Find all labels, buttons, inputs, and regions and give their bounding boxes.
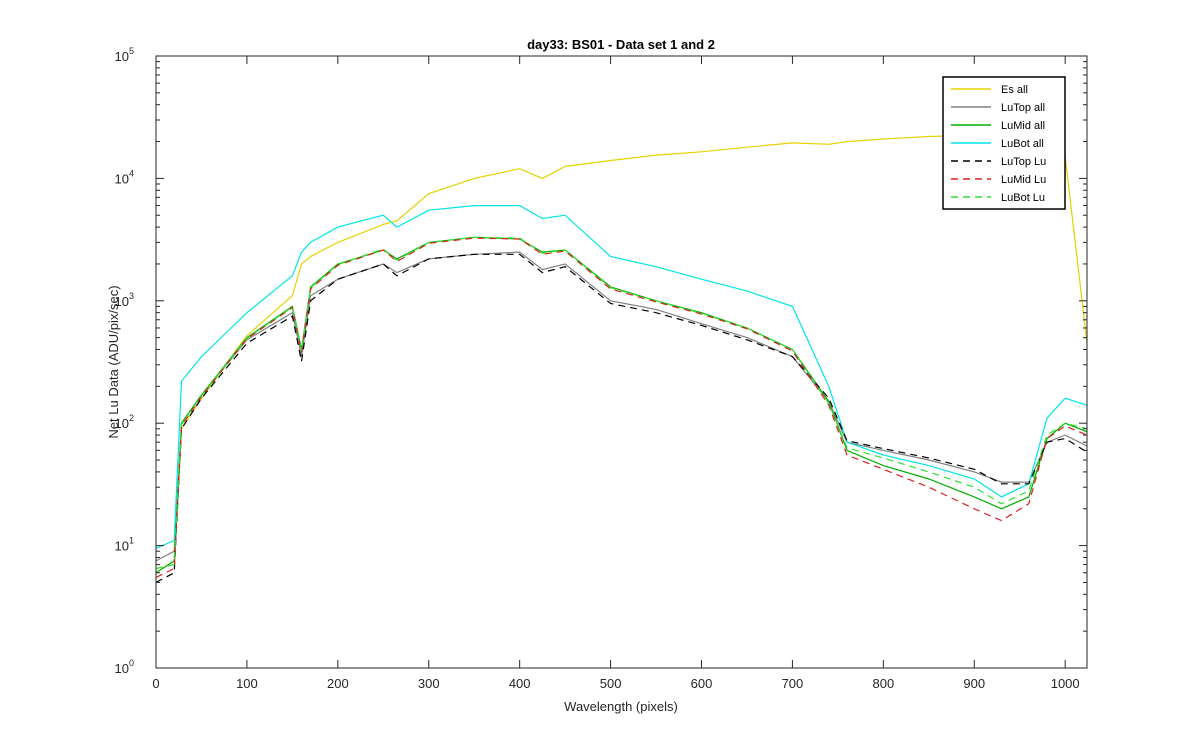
x-tick-label: 900 xyxy=(963,676,985,691)
y-tick-label: 103 xyxy=(115,291,134,309)
y-axis-ticks: 100 101 102 103 104 105 xyxy=(115,46,1087,676)
legend-label: Es all xyxy=(1001,84,1028,96)
y-tick-label: 102 xyxy=(115,413,134,431)
y-tick-label: 104 xyxy=(115,168,134,186)
y-tick-label: 105 xyxy=(115,46,134,64)
x-tick-label: 400 xyxy=(509,676,531,691)
legend-label: LuMid all xyxy=(1001,120,1045,132)
legend-label: LuTop Lu xyxy=(1001,156,1046,168)
legend-label: LuBot all xyxy=(1001,138,1044,150)
legend-label: LuMid Lu xyxy=(1001,174,1046,186)
series-line-lutop-lu xyxy=(156,253,1087,583)
series-line-lumid-lu xyxy=(156,237,1087,578)
x-axis-ticks: 0 100 200 300 400 500 600 700 800 900 1000 xyxy=(152,56,1080,691)
legend: Es all LuTop all LuMid all LuBot all LuTop L… xyxy=(942,76,1066,210)
y-axis-label: Net Lu Data (ADU/pix/sec) xyxy=(106,285,121,438)
x-tick-label: 1000 xyxy=(1051,676,1080,691)
x-tick-label: 600 xyxy=(691,676,713,691)
x-tick-label: 700 xyxy=(782,676,804,691)
x-tick-label: 800 xyxy=(872,676,894,691)
legend-label: LuTop all xyxy=(1001,102,1045,114)
x-tick-label: 300 xyxy=(418,676,440,691)
x-tick-label: 500 xyxy=(600,676,622,691)
y-tick-label: 100 xyxy=(115,658,134,676)
series-line-lubot-all xyxy=(156,205,1087,549)
axes-box xyxy=(155,55,1088,669)
legend-label: LuBot Lu xyxy=(1001,192,1045,204)
y-tick-label: 101 xyxy=(115,536,134,554)
x-tick-label: 0 xyxy=(152,676,159,691)
x-axis-label: Wavelength (pixels) xyxy=(564,699,678,714)
series-line-lubot-lu xyxy=(156,236,1087,570)
series-line-lutop-all xyxy=(156,251,1087,562)
plot-lines xyxy=(156,134,1087,583)
x-tick-label: 100 xyxy=(236,676,258,691)
x-tick-label: 200 xyxy=(327,676,349,691)
plot-area xyxy=(156,56,1087,668)
chart-title: day33: BS01 - Data set 1 and 2 xyxy=(527,37,715,52)
